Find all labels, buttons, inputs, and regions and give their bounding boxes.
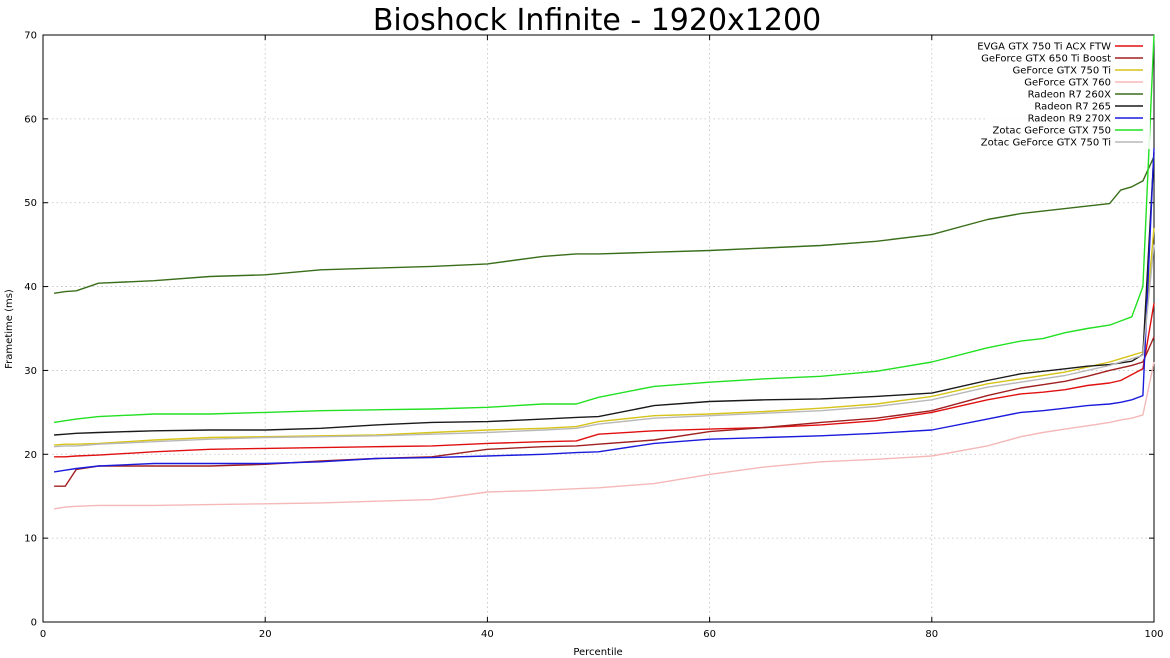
y-tick-label: 50 — [24, 198, 37, 209]
series-line-3 — [53, 361, 1155, 510]
legend-label: Radeon R7 260X — [1028, 90, 1112, 101]
y-tick-label: 0 — [31, 618, 37, 629]
legend-label: Zotac GeForce GTX 750 — [993, 126, 1111, 137]
y-axis-label: Frametime (ms) — [4, 289, 15, 369]
legend-label: Radeon R9 270X — [1028, 114, 1112, 125]
legend-label: Radeon R7 265 — [1034, 102, 1111, 113]
legend-label: GeForce GTX 750 Ti — [1012, 66, 1111, 77]
y-tick-label: 60 — [24, 114, 37, 125]
plot-area — [42, 34, 1155, 623]
legend-label: GeForce GTX 650 Ti Boost — [981, 54, 1111, 65]
series-line-8 — [54, 244, 1155, 448]
legend-label: Zotac GeForce GTX 750 Ti — [981, 138, 1111, 149]
series-line-1 — [54, 336, 1155, 487]
x-tick-label: 40 — [481, 629, 494, 640]
y-tick-label: 20 — [24, 450, 37, 461]
series-lines — [53, 34, 1155, 510]
y-tick-label: 10 — [24, 534, 37, 545]
x-tick-label: 20 — [259, 629, 272, 640]
x-tick-label: 60 — [703, 629, 716, 640]
chart-title: Bioshock Infinite - 1920x1200 — [373, 3, 821, 38]
series-line-7 — [53, 34, 1155, 424]
series-line-0 — [54, 303, 1155, 458]
legend-label: GeForce GTX 760 — [1024, 78, 1111, 89]
x-tick-label: 0 — [40, 629, 46, 640]
x-tick-label: 80 — [925, 629, 938, 640]
axis-ticks: 0 10 20 30 40 50 60 70 0 20 40 60 80 100 — [24, 31, 1163, 641]
legend-label: EVGA GTX 750 Ti ACX FTW — [977, 42, 1111, 53]
y-tick-label: 30 — [24, 366, 37, 377]
series-line-2 — [54, 227, 1155, 446]
x-axis-label: Percentile — [573, 647, 622, 658]
grid — [43, 35, 1154, 622]
series-line-6 — [53, 148, 1155, 473]
series-line-5 — [54, 152, 1155, 436]
series-line-4 — [53, 156, 1155, 294]
y-tick-label: 70 — [24, 31, 37, 42]
x-tick-label: 100 — [1144, 629, 1163, 640]
y-tick-label: 40 — [24, 282, 37, 293]
